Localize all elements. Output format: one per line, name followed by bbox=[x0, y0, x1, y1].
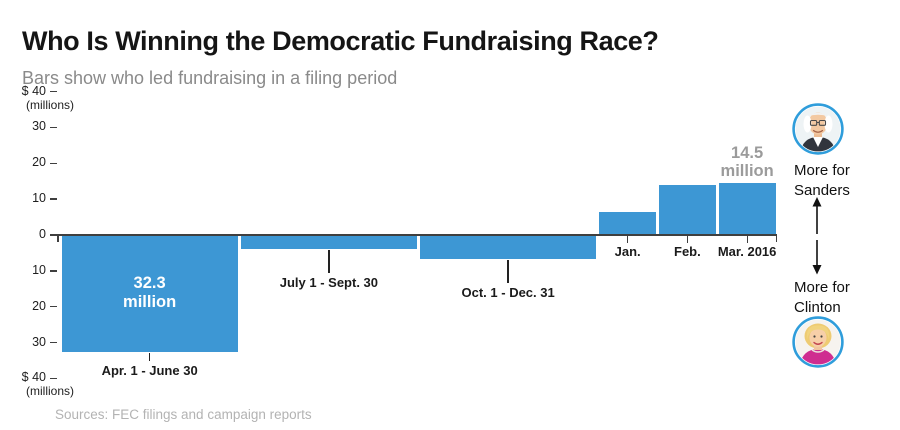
y-axis-tick-label: $ 40 bbox=[21, 83, 46, 98]
bar-feb bbox=[659, 184, 716, 235]
axis-end-cap-right bbox=[775, 234, 777, 242]
bar-mar-2016 bbox=[718, 183, 776, 235]
y-axis-tick-mark bbox=[50, 270, 57, 272]
x-axis-label: Jan. bbox=[614, 244, 641, 259]
y-axis-tick-label: 20 bbox=[32, 298, 46, 313]
callout-pointer-line bbox=[148, 352, 151, 361]
hillary-clinton-portrait-icon bbox=[792, 316, 844, 368]
y-axis-tick-mark bbox=[50, 377, 57, 380]
more-for-sanders-label: More for Sanders bbox=[794, 162, 850, 200]
x-axis-tick-mark bbox=[686, 236, 688, 243]
x-axis-tick-mark bbox=[746, 236, 748, 243]
bar-apr-1-june-30 bbox=[61, 236, 238, 352]
y-axis-tick-label: 20 bbox=[32, 155, 46, 170]
x-axis-label: Mar. 2016 bbox=[717, 244, 777, 259]
callout-pointer-line bbox=[328, 249, 330, 273]
page-title: Who Is Winning the Democratic Fundraisin… bbox=[22, 26, 659, 57]
bernie-sanders-portrait-icon bbox=[792, 103, 844, 155]
clinton-avatar bbox=[792, 316, 844, 368]
bar-july-1-sept-30 bbox=[240, 236, 417, 249]
y-axis-tick-mark bbox=[50, 341, 57, 344]
y-axis-tick-label: 30 bbox=[32, 334, 46, 349]
period-callout-label: Apr. 1 - June 30 bbox=[101, 362, 198, 378]
y-axis-tick-mark bbox=[50, 126, 57, 129]
callout-pointer-line bbox=[507, 259, 509, 283]
y-axis-tick-label: 30 bbox=[32, 119, 46, 134]
sources-note: Sources: FEC filings and campaign report… bbox=[55, 406, 312, 422]
y-axis-tick-mark bbox=[50, 234, 57, 236]
y-axis-tick-label: 10 bbox=[32, 262, 46, 277]
y-axis-unit-note: (millions) bbox=[26, 97, 74, 112]
period-callout-label: July 1 - Sept. 30 bbox=[279, 274, 379, 290]
bar-value-label: 32.3 million bbox=[123, 273, 177, 311]
bar-jan bbox=[599, 212, 656, 235]
y-axis-tick-mark bbox=[50, 90, 57, 93]
arrow-up-icon bbox=[812, 197, 822, 234]
axis-end-cap-left bbox=[57, 234, 59, 242]
y-axis-tick-mark bbox=[50, 198, 57, 200]
more-for-clinton-label: More for Clinton bbox=[794, 279, 850, 317]
bar-oct-1-dec-31 bbox=[420, 236, 597, 259]
zero-axis-line bbox=[57, 234, 777, 237]
y-axis-tick-label: $ 40 bbox=[21, 370, 46, 385]
y-axis-tick-mark bbox=[50, 162, 57, 164]
period-callout-label: Oct. 1 - Dec. 31 bbox=[461, 284, 555, 300]
x-axis-tick-mark bbox=[627, 236, 629, 243]
y-axis-tick-mark bbox=[50, 306, 57, 308]
y-axis-tick-label: 0 bbox=[39, 227, 46, 241]
y-axis-tick-label: 10 bbox=[32, 191, 46, 206]
sanders-avatar bbox=[792, 103, 844, 155]
chart-subtitle: Bars show who led fundraising in a filin… bbox=[22, 68, 398, 88]
y-axis-unit-note: (millions) bbox=[26, 384, 74, 399]
x-axis-label: Feb. bbox=[674, 244, 701, 259]
bar-value-label: 14.5 million bbox=[720, 144, 774, 181]
arrow-down-icon bbox=[812, 240, 822, 275]
